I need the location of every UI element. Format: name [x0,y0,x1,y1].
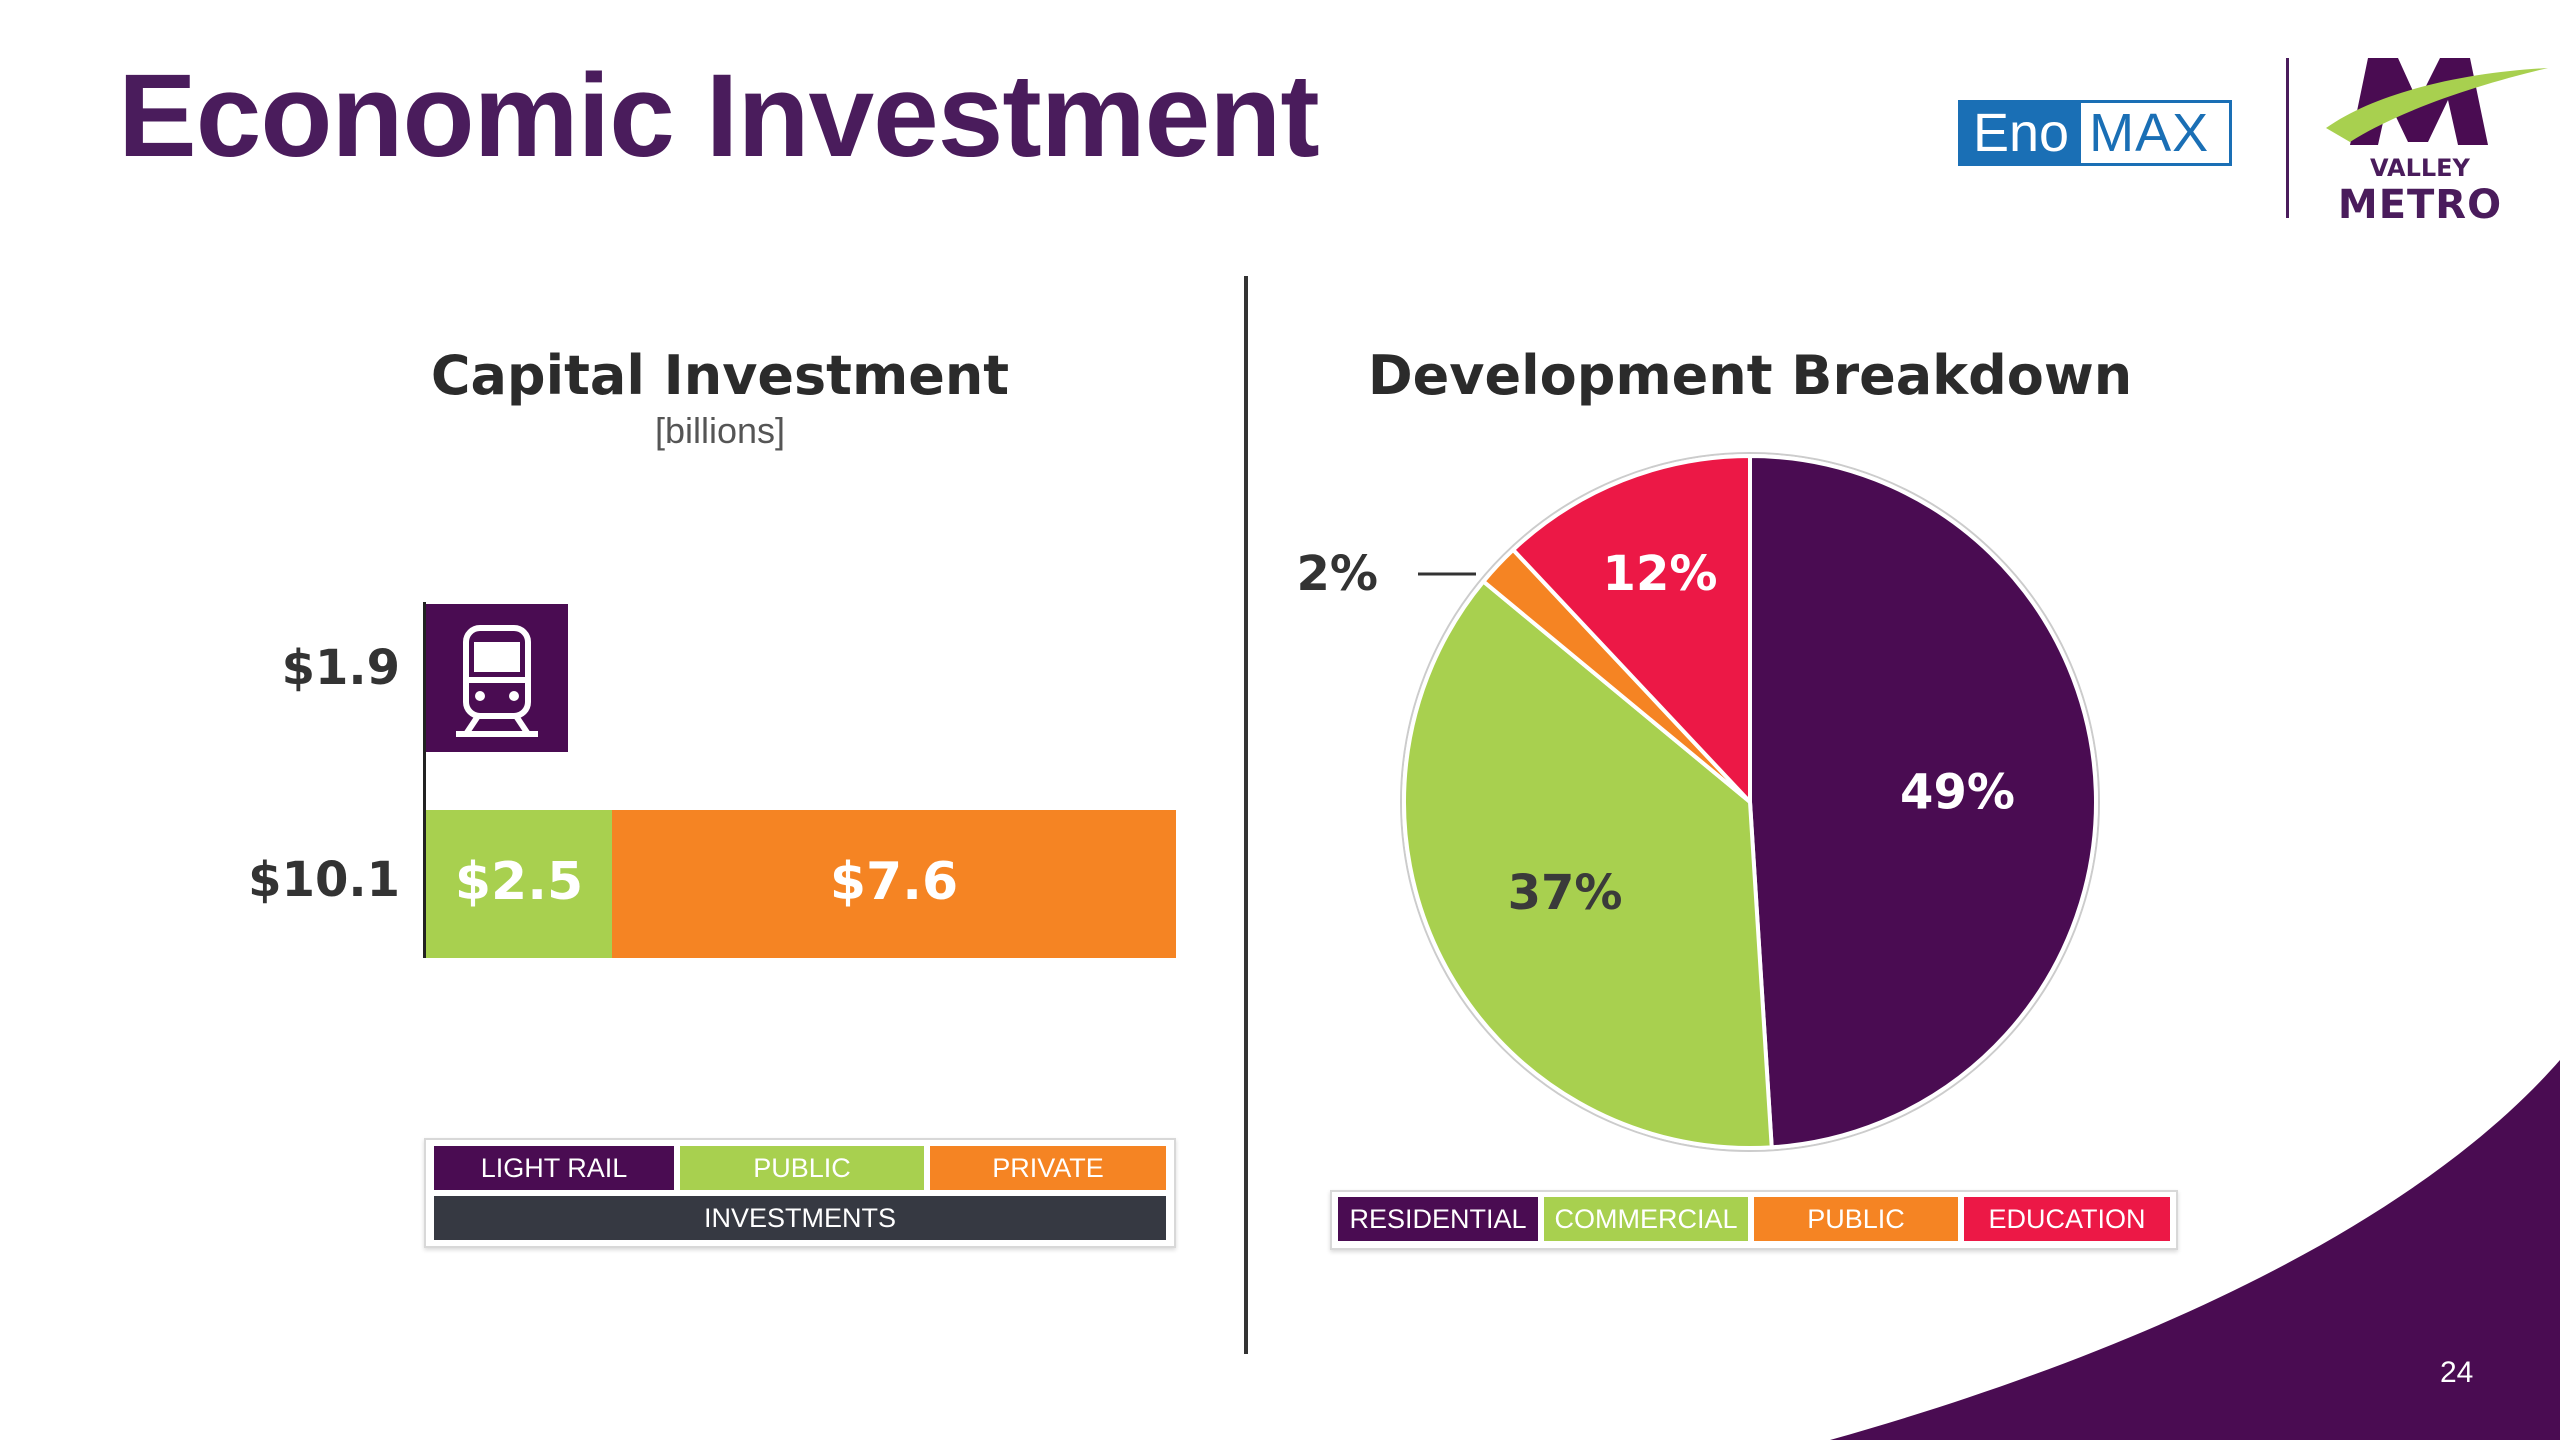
train-icon [456,625,538,737]
bar-axis-line [423,602,426,958]
capital-investment-title: Capital Investment [430,344,1010,407]
development-breakdown-title: Development Breakdown [1367,344,2133,407]
legend-item-residential: RESIDENTIAL [1338,1197,1538,1241]
legend-item-public: PUBLIC [680,1146,924,1190]
enomax-logo-max-text: MAX [2089,103,2210,163]
pie-slice-label: 2% [1297,546,1379,602]
bar-segment-public [426,810,612,958]
legend-item-private: PRIVATE [930,1146,1166,1190]
bar-row-label: $10.1 [248,852,400,908]
bar-segment-label: $2.5 [454,852,584,912]
capital-legend: LIGHT RAIL PUBLIC PRIVATE INVESTMENTS [424,1138,1176,1248]
pie-leader-line [1418,572,1476,576]
capital-investment-subtitle: [billions] [654,410,786,451]
bar-row-label: $1.9 [281,640,400,696]
pie-slice-commercial [1402,578,1774,1150]
valley-metro-m-icon [2326,58,2548,145]
pie-chart: 49% 37% 2% 12% [1297,452,2100,1152]
legend-item-light-rail: LIGHT RAIL [434,1146,674,1190]
panel-divider [1244,276,1248,1354]
bar-light-rail [426,604,568,752]
valley-metro-valley-text: VALLEY [2370,154,2470,182]
page-number: 24 [2440,1356,2474,1389]
page-title: Economic Investment [118,50,1320,182]
enomax-logo: Eno MAX [1958,100,2232,166]
valley-metro-metro-text: METRO [2337,182,2503,228]
logo-divider [2286,58,2289,218]
legend-item-education: EDUCATION [1964,1197,2170,1241]
legend-group-investments: INVESTMENTS [434,1196,1166,1240]
valley-metro-logo: VALLEY METRO [2320,50,2550,230]
development-legend: RESIDENTIAL COMMERCIAL PUBLIC EDUCATION [1330,1190,2178,1250]
legend-item-commercial: COMMERCIAL [1544,1197,1748,1241]
bar-segment-label: $7.6 [829,852,959,912]
pie-slice-label: 12% [1603,546,1718,602]
enomax-logo-eno-text: Eno [1961,103,2082,163]
pie-slice-education [1510,453,1752,808]
pie-slice-label: 37% [1508,865,1623,921]
bar-segment-private [612,810,1176,958]
legend-item-public: PUBLIC [1754,1197,1958,1241]
pie-slice-label: 49% [1900,764,2015,820]
